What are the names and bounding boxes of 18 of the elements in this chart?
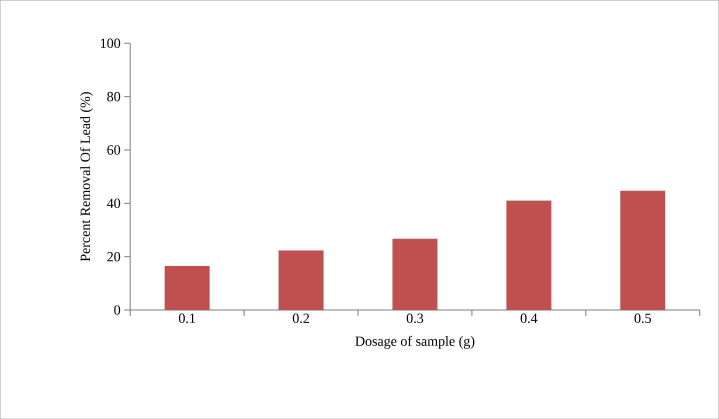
bar	[392, 238, 438, 310]
bar	[506, 200, 552, 310]
bar	[278, 250, 324, 310]
bar	[164, 266, 210, 310]
x-tick-label: 0.3	[406, 313, 424, 323]
y-tick-label: 100	[100, 38, 120, 48]
y-tick-label: 20	[107, 252, 120, 262]
bar	[620, 190, 666, 310]
x-tick-label: 0.5	[634, 313, 651, 323]
x-tick-label: 0.2	[292, 313, 310, 323]
y-axis-title: Percent Removal Of Lead (%)	[80, 92, 93, 262]
x-tick-label: 0.1	[178, 313, 196, 323]
y-tick-label: 80	[107, 92, 120, 102]
x-tick-label: 0.4	[520, 313, 538, 323]
x-axis-title: Dosage of sample (g)	[355, 336, 474, 349]
y-tick-label: 60	[107, 145, 120, 155]
y-tick-label: 0	[114, 305, 120, 315]
y-tick-label: 40	[106, 198, 120, 208]
